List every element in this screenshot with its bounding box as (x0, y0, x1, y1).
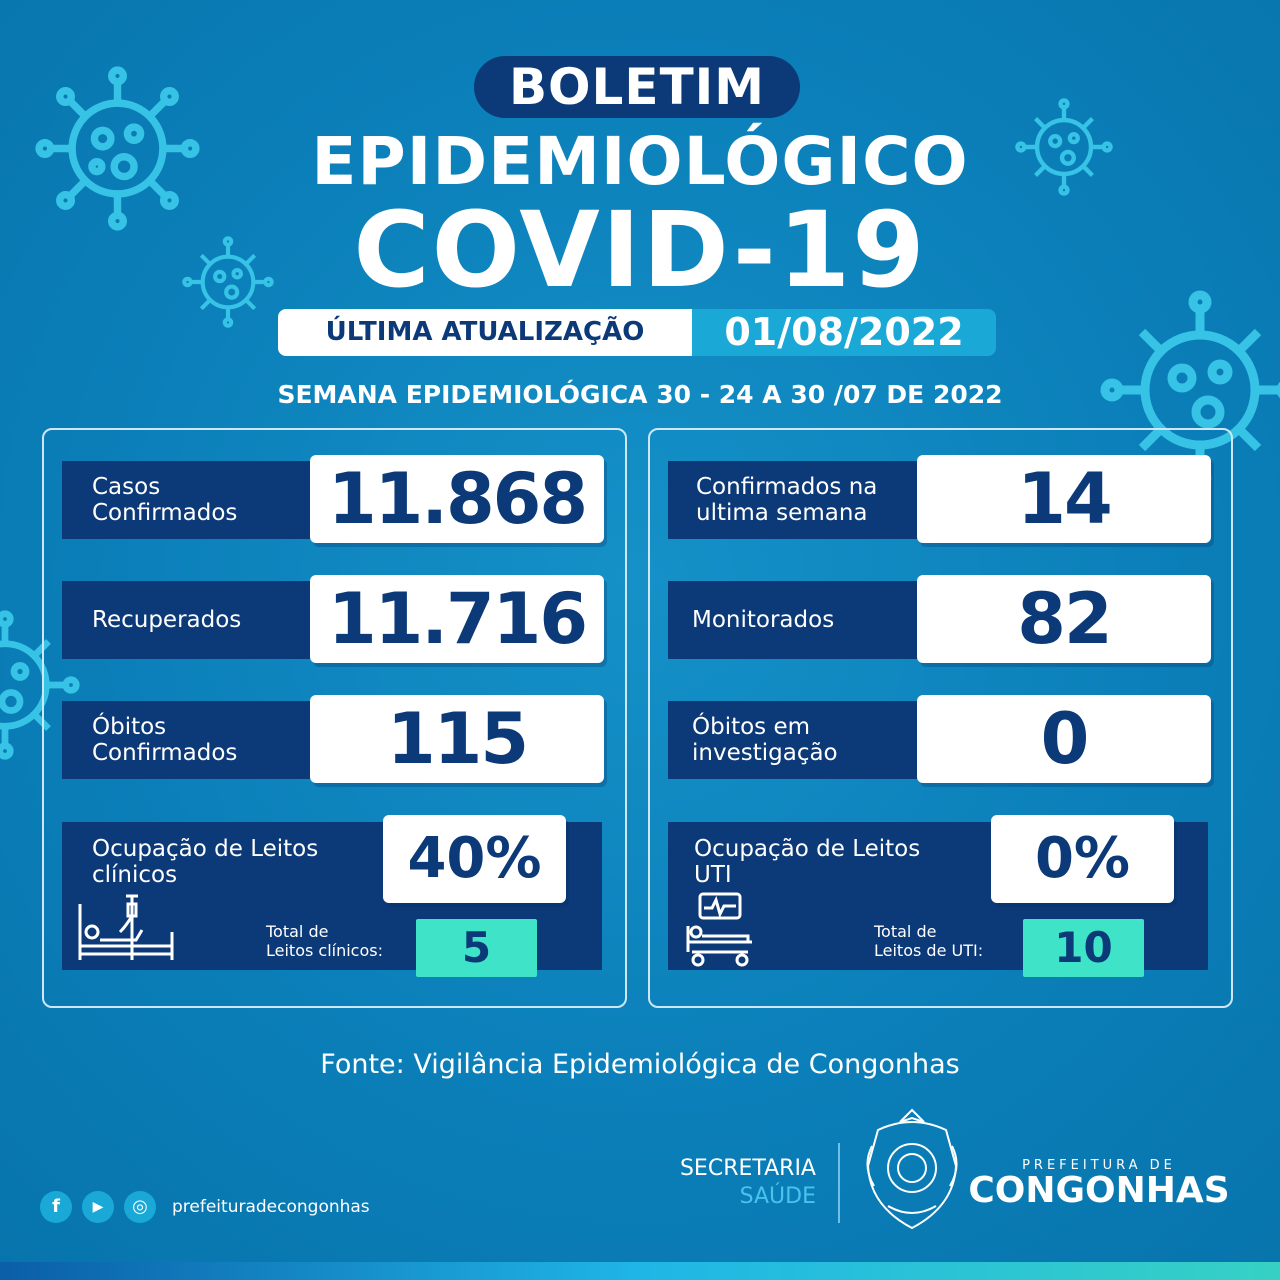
social-handle[interactable]: prefeituradecongonhas (172, 1197, 370, 1217)
value-monitorados: 82 (917, 575, 1211, 663)
prefeitura-label: PREFEITURA DE (1022, 1158, 1176, 1173)
total-uti-label: Total de Leitos de UTI: (874, 922, 984, 960)
total-clinicos-value: 5 (416, 919, 537, 977)
right-panel (648, 428, 1233, 1008)
value-recuperados: 11.716 (310, 575, 604, 663)
virus-icon (182, 236, 274, 328)
hospital-bed-icon (76, 892, 176, 964)
epidemiological-week: SEMANA EPIDEMIOLÓGICA 30 - 24 A 30 /07 D… (277, 380, 1003, 409)
instagram-icon[interactable]: ◎ (124, 1191, 156, 1223)
value-confirmados-semana: 14 (917, 455, 1211, 543)
update-date: 01/08/2022 (692, 309, 996, 356)
icu-bed-monitor-icon (684, 892, 756, 968)
secretaria-saude-label: SECRETARIA SAÚDE (679, 1156, 816, 1209)
bottom-gradient-bar (0, 1262, 1280, 1280)
value-casos: 11.868 (310, 455, 604, 543)
footer-divider (838, 1143, 840, 1223)
row-label-obitos: Óbitos Confirmados (62, 701, 312, 779)
row-label-monitorados: Monitorados (668, 581, 918, 659)
boletim-badge: BOLETIM (474, 56, 800, 118)
update-label: ÚLTIMA ATUALIZAÇÃO (278, 309, 692, 356)
congonhas-label: CONGONHAS (968, 1170, 1230, 1211)
title-epidemiologico: EPIDEMIOLÓGICO (311, 123, 969, 200)
occupancy-clinicos-value: 40% (383, 815, 566, 903)
occupancy-uti-label: Ocupação de Leitos UTI (694, 836, 921, 888)
youtube-icon[interactable]: ▶ (82, 1191, 114, 1223)
left-panel (42, 428, 627, 1008)
facebook-icon[interactable]: f (40, 1191, 72, 1223)
occupancy-uti-value: 0% (991, 815, 1174, 903)
title-covid: COVID-19 (353, 189, 927, 311)
row-label-recuperados: Recuperados (62, 581, 312, 659)
value-obitos: 115 (310, 695, 604, 783)
occupancy-clinicos-label: Ocupação de Leitos clínicos (92, 836, 319, 888)
row-label-casos: Casos Confirmados (62, 461, 312, 539)
update-bar: ÚLTIMA ATUALIZAÇÃO 01/08/2022 (278, 309, 996, 356)
coat-of-arms-icon (858, 1106, 966, 1234)
virus-icon (1012, 98, 1116, 196)
source-text: Fonte: Vigilância Epidemiológica de Cong… (320, 1049, 960, 1080)
row-label-confirmados-semana: Confirmados na ultima semana (668, 461, 918, 539)
value-obitos-investigacao: 0 (917, 695, 1211, 783)
row-label-obitos-investigacao: Óbitos em investigação (668, 701, 918, 779)
virus-icon (30, 66, 205, 231)
total-uti-value: 10 (1023, 919, 1144, 977)
total-clinicos-label: Total de Leitos clínicos: (266, 922, 383, 960)
virus-icon (0, 600, 80, 770)
